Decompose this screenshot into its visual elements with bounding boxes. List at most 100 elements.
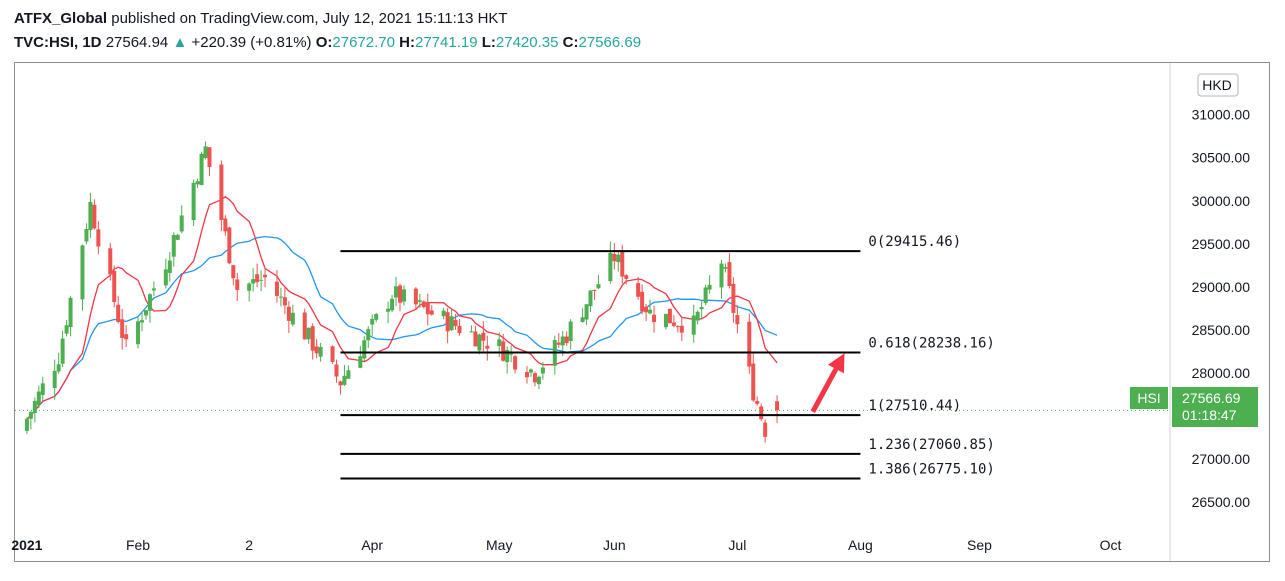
x-tick-label: Oct [1100,537,1122,553]
candle-body [731,283,736,313]
candle-body [532,373,537,383]
candle-body [735,315,740,325]
candle-body [620,251,625,277]
candle-body [390,298,395,311]
candle-body [259,279,264,281]
candle-body [564,336,569,344]
candle-body [556,342,561,345]
candle-body [763,422,768,437]
candle-body [568,321,573,342]
candle-body [747,321,752,367]
up-triangle-icon: ▲ [172,34,188,51]
candle-body [703,287,708,304]
price-change: +220.39 (+0.81%) [191,34,312,51]
candle-body [163,269,168,286]
candle-body [120,319,125,338]
candle-body [509,353,514,355]
candle-body [338,381,343,386]
open-value: 27672.70 [332,34,395,51]
candle-body [429,310,434,315]
arrow-head [828,353,845,374]
candle-body [40,383,45,396]
y-tick-label: 27000.00 [1192,451,1251,467]
candle-body [751,363,756,401]
candle-body [92,204,97,229]
candle-body [199,153,204,186]
fib-level-label: 0.618(28238.16) [868,335,994,351]
candle-body [707,284,712,290]
ohlc-line: TVC:HSI, 1D 27564.94 ▲ +220.39 (+0.81%) … [14,34,641,51]
candle-body [219,164,224,220]
arrow-shaft [810,367,839,413]
x-tick-label: Jun [603,537,626,553]
candle-body [80,245,85,300]
candle-body [64,325,69,334]
candle-body [278,296,283,298]
candle-body [195,181,200,185]
candle-body [398,285,402,303]
price-badge: 27566.69 01:18:47 [1172,387,1258,427]
candle-body [282,297,287,306]
candle-body [401,289,406,302]
candle-body [485,345,490,349]
candle-body [592,289,597,291]
author-name[interactable]: ATFX_Global [14,10,108,27]
open-label: O: [315,34,333,51]
candle-body [505,349,510,363]
x-tick-label: Jul [728,537,746,553]
candle-body [394,286,399,298]
candle-body [56,364,61,372]
candle-body [413,288,418,305]
candle-body [342,375,347,385]
candle-body [536,376,541,385]
candle-body [203,146,208,159]
x-tick-label: 2 [245,537,253,553]
ma-fast-line [26,195,778,420]
symbol-label: TVC:HSI, 1D [14,34,102,51]
candle-body [560,336,565,346]
candle-body [719,263,724,288]
candle-body [52,370,57,389]
candle-body [358,356,363,368]
candle-body [136,321,141,345]
candle-body [96,229,101,247]
candle-body [723,267,728,269]
candle-body [386,308,391,312]
candle-body [501,341,506,361]
candle-body [362,340,367,359]
candle-body [251,279,256,284]
currency-box [1197,73,1239,97]
candle-body [167,260,172,274]
candle-body [302,312,307,340]
candle-body [227,227,232,264]
candle-body [652,314,657,323]
candle-body [596,284,601,289]
candle-body [84,229,89,242]
candle-body [644,306,649,313]
candle-body [68,297,73,328]
candle-body [624,275,629,279]
candle-body [612,253,617,262]
y-tick-label: 30000.00 [1192,193,1251,209]
candle-body [231,265,236,279]
candle-body [124,334,129,340]
candle-body [88,201,93,231]
candle-body [32,400,37,413]
close-value: 27566.69 [578,34,642,51]
y-tick-label: 30500.00 [1192,150,1251,166]
candle-body [481,332,486,341]
candle-body [151,288,156,291]
candle-body [477,334,482,351]
candle-body [727,262,732,286]
y-tick-label: 29000.00 [1192,279,1251,295]
candle-body [469,331,474,333]
candle-body [525,372,530,378]
symbol-badge: HSI [1130,387,1168,409]
candle-body [759,406,764,420]
candle-body [255,274,260,283]
candle-body [513,356,518,370]
candle-body [36,391,41,406]
candle-body [263,274,268,278]
candle-body [235,279,240,290]
